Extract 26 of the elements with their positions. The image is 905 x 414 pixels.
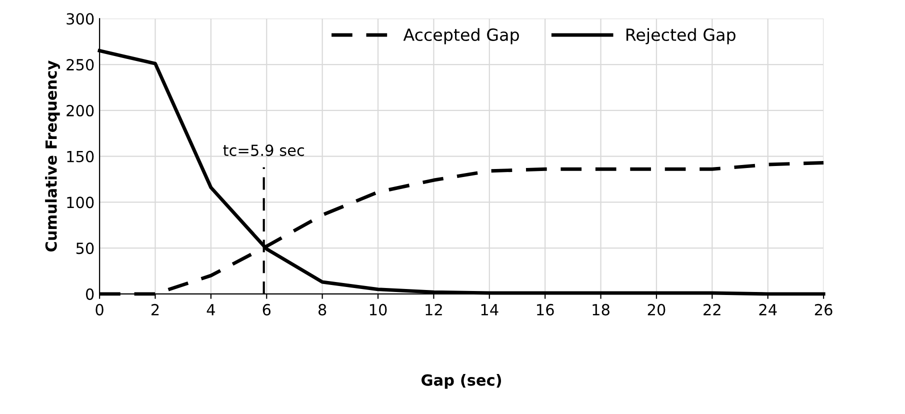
y-tick-label: 0 [86,288,94,300]
legend-label: Accepted Gap [403,28,519,44]
ref-line-label: tc=5.9 sec [223,144,304,156]
x-tick-label: 10 [370,304,387,316]
x-tick-label: 24 [759,304,777,316]
x-tick-label: 12 [426,304,442,316]
y-tick-label: 200 [66,104,94,116]
x-tick-label: 16 [537,304,554,316]
y-tick-label: 300 [66,13,94,25]
y-tick-label: 250 [66,58,94,71]
x-tick-label: 20 [648,304,666,316]
x-tick-label: 18 [592,304,610,316]
y-tick-label: 50 [76,242,94,254]
x-tick-label: 4 [206,304,215,316]
x-tick-label: 14 [481,304,498,316]
x-axis-title: Gap (sec) [422,374,502,389]
x-tick-label: 6 [262,304,271,316]
x-tick-label: 26 [814,304,832,316]
y-tick-label: 150 [67,150,94,162]
y-axis-title: Cumulative Frequency [45,60,60,252]
x-tick-label: 22 [704,304,720,316]
legend-label: Rejected Gap [626,28,736,44]
x-tick-label: 8 [318,304,326,316]
y-tick-label: 100 [67,196,94,208]
x-tick-label: 0 [96,304,104,316]
x-tick-label: 2 [152,304,159,316]
